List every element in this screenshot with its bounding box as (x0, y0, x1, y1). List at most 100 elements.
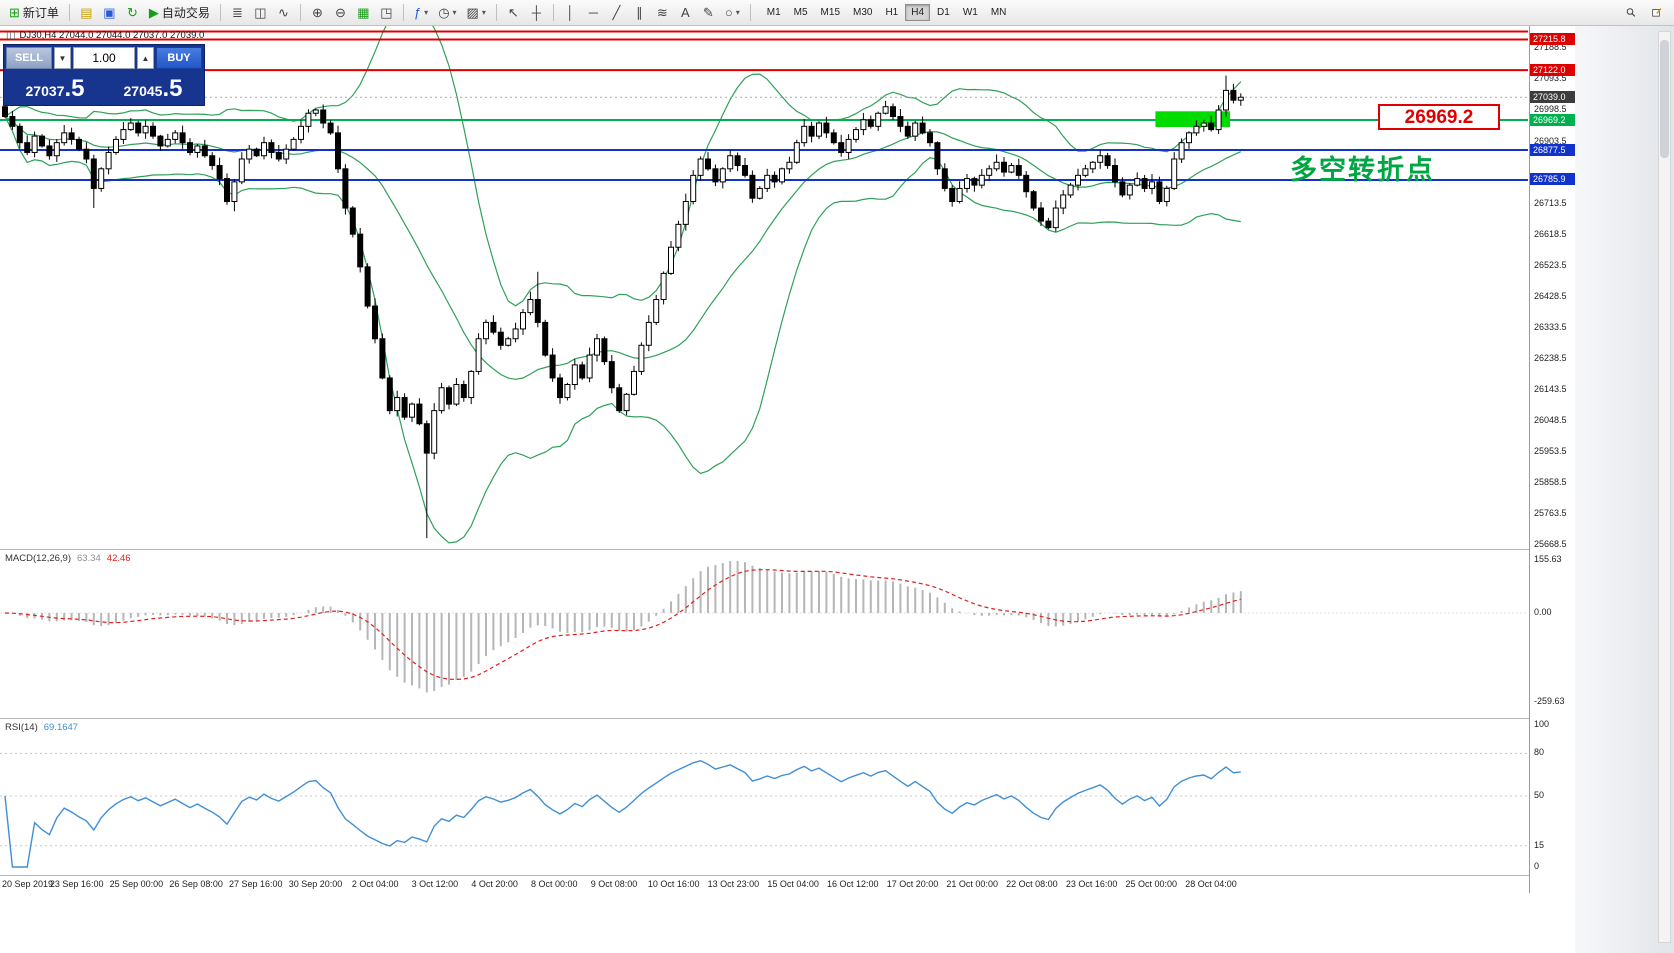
trendline-button[interactable]: ╱ (606, 2, 627, 23)
price-axis-label: 26523.5 (1534, 259, 1567, 270)
horizontal-line-icon: ─ (588, 5, 598, 20)
macd-signal-value: 42.46 (106, 553, 131, 564)
time-axis-label: 13 Oct 23:00 (707, 879, 760, 889)
time-axis-label: 26 Sep 08:00 (169, 879, 223, 889)
time-axis-label: 25 Sep 00:00 (109, 879, 164, 889)
mini-chart-icon: ◫ (6, 29, 16, 41)
rsi-label: RSI(14) 69.1647 (5, 722, 78, 733)
chart-header: ◫ DJ30,H4 27044.0 27044.0 27037.0 27039.… (6, 30, 204, 41)
time-axis[interactable]: 20 Sep 2019 23 Sep 16:00 25 Sep 00:00 26 Se… (0, 876, 1530, 894)
templates-button[interactable]: ▨ ▾ (463, 2, 490, 23)
timeframe-m15[interactable]: M15 (815, 4, 846, 21)
toolbar-separator (495, 4, 497, 21)
rsi-axis-label: 80 (1534, 747, 1545, 758)
macd-indicator-chart[interactable] (0, 550, 1528, 718)
templates-icon: ▨ (466, 5, 479, 20)
indicators-button[interactable]: ƒ ▾ (410, 2, 432, 23)
price-axis-label: 25858.5 (1534, 477, 1567, 488)
auto-trading-button[interactable]: ▶ 自动交易 (145, 2, 214, 23)
zoom-out-button[interactable]: ⊖ (330, 2, 351, 23)
fibonacci-button[interactable]: ≋ (652, 2, 673, 23)
price-tag: 27215.8 (1530, 32, 1575, 45)
refresh-button[interactable]: ↻ (122, 2, 143, 23)
order-options-dropdown[interactable]: ▼ (54, 47, 71, 69)
price-axis-label: 26713.5 (1534, 197, 1567, 208)
new-chart-button[interactable]: ▣ (99, 2, 120, 23)
timeframe-d1[interactable]: D1 (931, 4, 956, 21)
time-axis-label: 22 Oct 08:00 (1006, 879, 1058, 889)
price-callout-label[interactable]: 26969.2 (1378, 104, 1500, 130)
time-axis-label: 20 Sep 2019 (2, 879, 54, 889)
tile-windows-button[interactable]: ◳ (376, 2, 397, 23)
right-gutter (1575, 26, 1674, 953)
price-tag: 27122.0 (1530, 63, 1575, 76)
bollinger-bands (4, 26, 1242, 544)
search-button[interactable] (1619, 2, 1643, 23)
timeframe-h4[interactable]: H4 (905, 4, 931, 21)
price-axis-label: 26238.5 (1534, 352, 1567, 363)
timeframe-w1[interactable]: W1 (957, 4, 984, 21)
toolbar-separator (552, 4, 554, 21)
sell-button[interactable]: SELL (6, 47, 52, 69)
price-axis-label: 25668.5 (1534, 539, 1567, 550)
crosshair-button[interactable]: ┼ (526, 2, 547, 23)
price-axis[interactable]: 27188.5 27093.5 26998.5 26903.5 26713.5 26618… (1529, 26, 1575, 893)
cursor-button[interactable]: ↖ (503, 2, 524, 23)
timeframe-m5[interactable]: M5 (788, 4, 814, 21)
volume-spin-up[interactable]: ▲ (137, 47, 154, 69)
shapes-button[interactable]: ○ ▾ (721, 2, 744, 23)
panel-divider[interactable] (0, 549, 1574, 550)
price-axis-label: 26428.5 (1534, 290, 1567, 301)
vertical-line-button[interactable]: │ (560, 2, 581, 23)
shapes-icon: ○ (724, 5, 733, 20)
periods-button[interactable]: ◷ ▾ (434, 2, 460, 23)
price-chart[interactable] (0, 26, 1528, 549)
time-axis-label: 23 Oct 16:00 (1065, 879, 1118, 889)
tile-windows-icon: ◳ (380, 5, 393, 20)
rsi-line (4, 759, 1241, 868)
macd-main-value: 63.34 (77, 553, 101, 564)
horizontal-line-button[interactable]: ─ (583, 2, 604, 23)
horizontal-lines[interactable] (0, 30, 1528, 181)
chevron-down-icon: ▾ (424, 8, 429, 17)
rsi-indicator-chart[interactable] (0, 719, 1528, 875)
buy-price[interactable]: 27045.5 (104, 77, 202, 101)
time-axis-label: 30 Sep 20:00 (288, 879, 343, 889)
new-order-button[interactable]: ⊞ 新订单 (5, 2, 63, 23)
chevron-down-icon: ▾ (481, 8, 486, 17)
new-message-button[interactable] (1645, 2, 1669, 23)
text-button[interactable]: A (675, 2, 696, 23)
panel-divider[interactable] (0, 718, 1574, 719)
channel-button[interactable]: ∥ (629, 2, 650, 23)
time-axis-label: 10 Oct 16:00 (647, 879, 700, 889)
scrollbar-thumb[interactable] (1660, 40, 1669, 158)
volume-input[interactable] (73, 47, 135, 69)
timeframe-mn[interactable]: MN (985, 4, 1013, 21)
turning-point-annotation[interactable]: 多空转折点 (1290, 155, 1435, 185)
sell-price[interactable]: 27037.5 (6, 77, 104, 101)
price-tag: 26877.5 (1530, 143, 1575, 156)
time-axis-label: 27 Sep 16:00 (229, 879, 283, 889)
zoom-in-button[interactable]: ⊕ (307, 2, 328, 23)
timeframe-h1[interactable]: H1 (879, 4, 904, 21)
timeframe-m1[interactable]: M1 (761, 4, 787, 21)
macd-axis-label: -259.63 (1534, 696, 1565, 706)
profiles-button[interactable]: ▤ (76, 2, 97, 23)
fibonacci-icon: ≋ (656, 5, 668, 20)
buy-button[interactable]: BUY (156, 47, 202, 69)
chart-candles-button[interactable]: ◫ (250, 2, 271, 23)
price-axis-label: 26143.5 (1534, 383, 1567, 394)
chevron-down-icon: ▾ (735, 8, 740, 17)
chart-bars-button[interactable]: ≣ (227, 2, 248, 23)
timeframe-m30[interactable]: M30 (847, 4, 878, 21)
macd-panel: MACD(12,26,9) 63.34 42.46 (0, 550, 1528, 718)
crosshair-icon: ┼ (531, 5, 541, 20)
vertical-scrollbar[interactable] (1658, 31, 1671, 943)
macd-histogram (11, 560, 1242, 693)
chart-line-button[interactable]: ∿ (273, 2, 294, 23)
label-button[interactable]: ✎ (698, 2, 719, 23)
zoom-in-icon: ⊕ (311, 5, 323, 20)
price-axis-label: 26903.5 (1534, 135, 1567, 146)
time-axis-label: 21 Oct 00:00 (946, 879, 998, 889)
grid-button[interactable]: ▦ (353, 2, 374, 23)
